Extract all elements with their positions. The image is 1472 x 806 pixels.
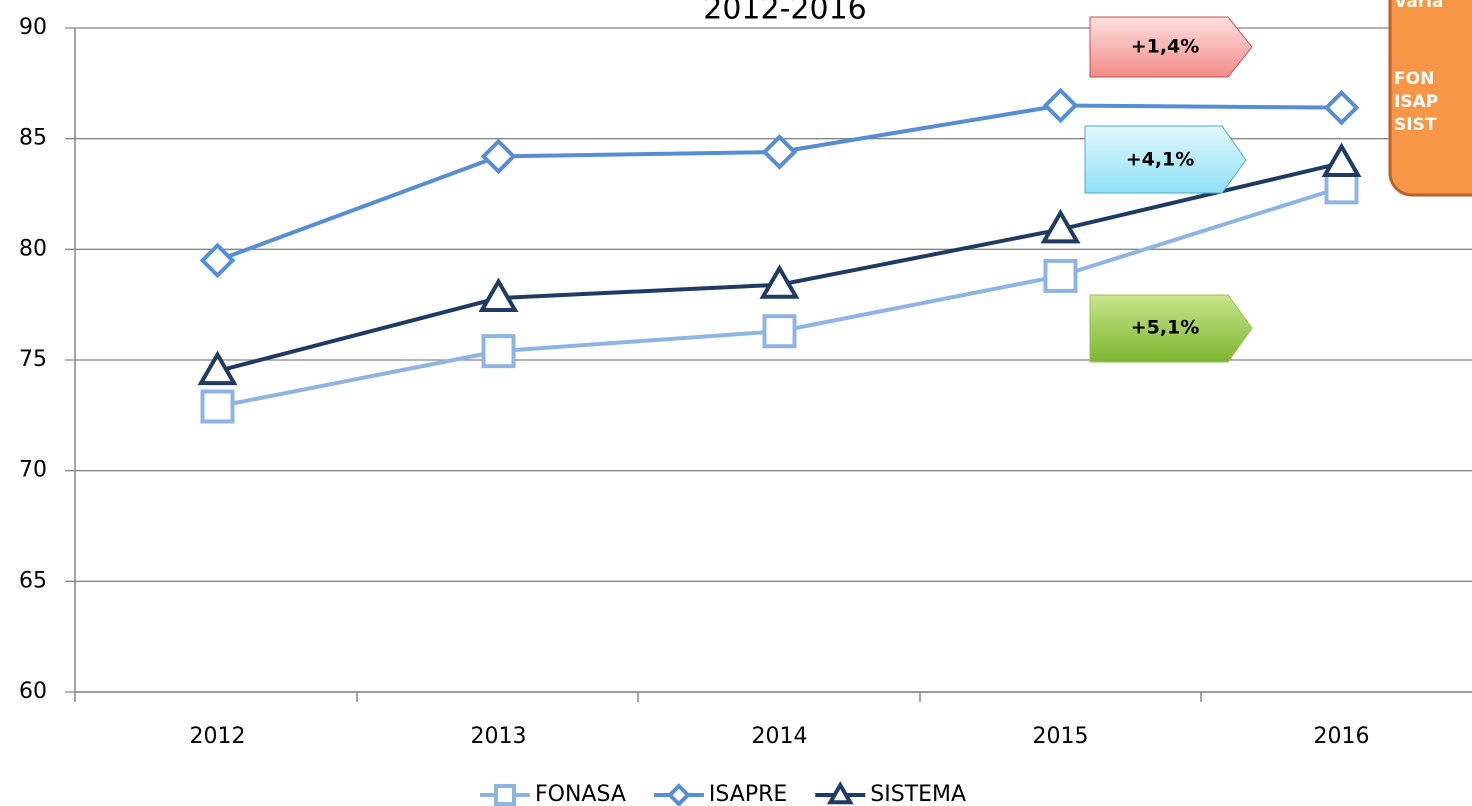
- x-tick-label: 2012: [190, 724, 246, 749]
- marker: [200, 389, 235, 424]
- y-tick-label: 70: [19, 458, 47, 483]
- side-note: Varia FON ISAP SIST: [1388, 0, 1472, 197]
- marker: [1323, 89, 1360, 126]
- legend-item: ISAPRE: [653, 782, 787, 806]
- y-tick-label: 60: [19, 679, 47, 704]
- marker: [481, 334, 516, 369]
- marker: [667, 783, 691, 806]
- legend-label: FONASA: [535, 782, 626, 806]
- y-tick-label: 90: [19, 15, 47, 40]
- callout-label: +5,1%: [1131, 317, 1200, 339]
- x-axis-ticks: [74, 692, 1202, 702]
- side-note-line: FON: [1394, 69, 1434, 89]
- callout-label: +4,1%: [1126, 149, 1195, 171]
- marker: [1043, 258, 1078, 293]
- marker: [762, 314, 797, 349]
- legend-label: ISAPRE: [709, 782, 787, 806]
- y-tick-label: 85: [19, 126, 47, 151]
- side-note-line: ISAP: [1394, 92, 1438, 112]
- x-tick-label: 2013: [471, 724, 527, 749]
- side-note-line: Varia: [1394, 0, 1443, 12]
- legend-item: FONASA: [480, 782, 626, 806]
- callout-label: +1,4%: [1131, 36, 1200, 58]
- x-tick-label: 2016: [1314, 724, 1370, 749]
- marker: [494, 784, 516, 806]
- chart-title: 2012-2016: [703, 0, 867, 27]
- marker: [197, 350, 238, 386]
- callout-cyan: +4,1%: [1084, 125, 1247, 194]
- legend-label: SISTEMA: [870, 782, 966, 806]
- callout-green: +5,1%: [1089, 294, 1253, 363]
- marker: [761, 134, 798, 170]
- marker: [1324, 170, 1359, 205]
- legend-item: SISTEMA: [815, 781, 966, 806]
- callout-red: +1,4%: [1089, 16, 1253, 78]
- side-note-line: SIST: [1394, 115, 1437, 135]
- marker: [478, 277, 519, 313]
- marker: [1040, 208, 1081, 244]
- x-tick-label: 2015: [1033, 724, 1089, 749]
- x-tick-label: 2014: [752, 724, 808, 749]
- y-tick-label: 80: [19, 236, 47, 261]
- y-tick-label: 75: [19, 347, 47, 372]
- y-tick-label: 65: [19, 568, 47, 593]
- marker: [759, 264, 800, 299]
- marker: [480, 138, 517, 175]
- marker: [1042, 87, 1079, 124]
- marker: [826, 781, 854, 805]
- marker: [1321, 142, 1362, 178]
- marker: [199, 242, 236, 279]
